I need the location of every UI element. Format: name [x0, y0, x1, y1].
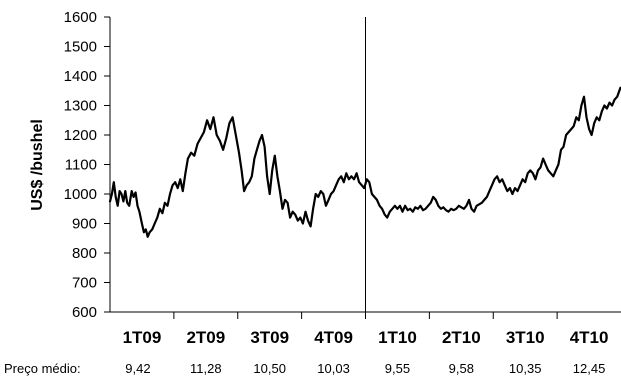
price-series-line: [108, 86, 621, 238]
quarter-label: 3T10: [506, 328, 545, 347]
average-price-value: 9,55: [385, 361, 410, 376]
average-price-value: 12,45: [573, 361, 606, 376]
y-tick-label: 1400: [64, 68, 97, 85]
y-tick-label: 600: [72, 304, 97, 321]
average-price-row: Preço médio: 9,42 11,28 10,50 10,03 9,55 9,58 1…: [4, 361, 605, 376]
quarter-label: 1T10: [378, 328, 417, 347]
y-tick-label: 1000: [64, 186, 97, 203]
quarter-label: 2T10: [442, 328, 481, 347]
y-tick-label: 1100: [65, 157, 97, 174]
average-price-value: 10,50: [253, 361, 286, 376]
y-tick-label: 900: [72, 216, 97, 233]
average-price-value: 10,35: [509, 361, 542, 376]
average-price-label: Preço médio:: [4, 361, 81, 376]
quarter-label: 4T10: [570, 328, 609, 347]
quarter-label: 2T09: [186, 328, 225, 347]
y-tick-label: 700: [72, 275, 97, 292]
x-axis: [110, 17, 621, 319]
quarter-label: 3T09: [250, 328, 289, 347]
average-price-value: 9,42: [125, 361, 150, 376]
series-line-group: [108, 86, 621, 238]
quarter-labels: 1T09 2T09 3T09 4T09 1T10 2T10 3T10 4T10: [123, 328, 609, 347]
quarter-label: 4T09: [314, 328, 353, 347]
average-price-value: 11,28: [190, 361, 222, 376]
y-tick-label: 800: [72, 245, 97, 262]
y-axis: 600 700 800 900 1000 1100 1200 1300 1400 1500 1600: [64, 9, 111, 321]
average-price-value: 10,03: [317, 361, 350, 376]
y-tick-label: 1300: [64, 98, 97, 115]
y-axis-label: US$ /bushel: [29, 119, 46, 211]
average-price-value: 9,58: [449, 361, 474, 376]
quarter-label: 1T09: [123, 328, 162, 347]
y-tick-label: 1500: [64, 39, 97, 56]
y-tick-label: 1200: [64, 127, 97, 144]
y-tick-label: 1600: [64, 9, 97, 26]
